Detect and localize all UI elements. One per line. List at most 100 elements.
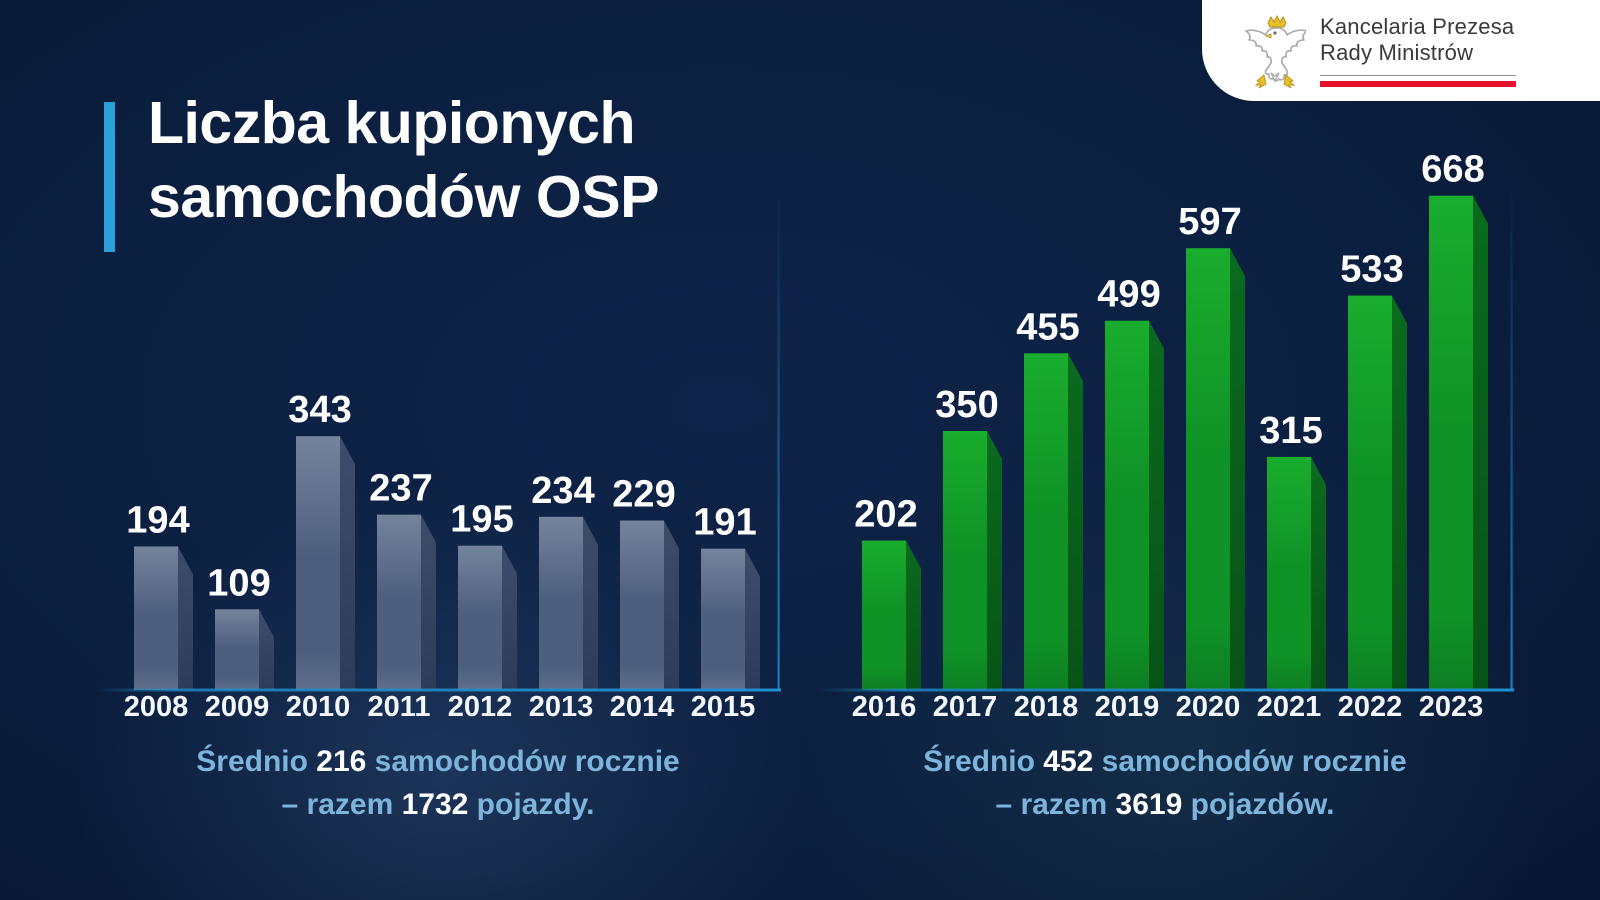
bar-chart-2016-2023: 202 2016 350 2017 455 2018 499 2019 597 2020 315 20…	[818, 149, 1514, 723]
bar-2017: 350 2017	[933, 384, 1002, 723]
logo-card: Kancelaria Prezesa Rady Ministrów	[1202, 0, 1600, 101]
x-axis-year-label: 2016	[852, 691, 917, 723]
bar-value-label: 234	[531, 470, 594, 512]
bar-side-face	[906, 540, 921, 690]
caption-text: – razem	[995, 787, 1116, 821]
caption-average-value: 452	[1043, 745, 1094, 778]
bar-side-face	[664, 520, 679, 690]
x-axis-year-label: 2012	[448, 691, 513, 723]
bar-2008: 194 2008	[124, 499, 193, 723]
bar-front-face	[134, 546, 178, 690]
bar-value-label: 455	[1016, 306, 1079, 348]
x-axis-year-label: 2017	[933, 691, 998, 723]
bar-value-label: 499	[1097, 274, 1160, 316]
bar-2022: 533 2022	[1338, 249, 1407, 723]
bar-front-face	[620, 520, 664, 690]
bar-value-label: 191	[693, 502, 756, 544]
x-axis-line	[96, 688, 781, 692]
caption-text: Średnio	[196, 745, 317, 778]
bar-2018: 455 2018	[1014, 306, 1083, 723]
bar-2020: 597 2020	[1176, 201, 1245, 723]
caption-text: – razem	[281, 787, 402, 821]
caption-average-value: 216	[316, 745, 367, 778]
bar-2015: 191 2015	[691, 502, 760, 723]
logo-red-rule	[1320, 81, 1516, 87]
caption-text: pojazdy.	[468, 787, 595, 821]
caption-total-value: 3619	[1115, 787, 1183, 821]
x-axis-year-label: 2013	[529, 691, 594, 723]
bar-side-face	[1392, 295, 1407, 690]
bar-side-face	[1311, 456, 1326, 690]
bar-side-face	[583, 516, 598, 690]
bar-chart-2008-2015: 194 2008 109 2009 343 2010 237 2011 195 2012 234 20…	[96, 185, 781, 723]
bar-value-label: 533	[1340, 249, 1403, 291]
bar-front-face	[701, 548, 745, 690]
bar-front-face	[1267, 456, 1311, 690]
bar-front-face	[1348, 295, 1392, 690]
x-axis-year-label: 2015	[691, 691, 756, 723]
x-axis-year-label: 2009	[205, 691, 270, 723]
bar-value-label: 195	[450, 499, 513, 541]
bar-side-face	[987, 431, 1002, 690]
bar-front-face	[1186, 248, 1230, 690]
bar-side-face	[259, 609, 274, 690]
bar-value-label: 229	[612, 474, 675, 516]
x-axis-year-label: 2021	[1257, 691, 1322, 723]
x-axis-year-label: 2020	[1176, 691, 1241, 723]
logo-rules	[1320, 75, 1516, 87]
page-title-line1: Liczba kupionych	[148, 90, 636, 156]
x-axis-year-label: 2018	[1014, 691, 1079, 723]
bar-side-face	[1149, 320, 1164, 690]
bar-front-face	[377, 514, 421, 690]
x-axis-year-label: 2019	[1095, 691, 1160, 723]
logo-gray-rule	[1320, 75, 1516, 76]
page-title: Liczba kupionych samochodów OSP	[148, 86, 659, 235]
bar-value-label: 343	[288, 389, 351, 431]
bar-front-face	[539, 516, 583, 690]
bar-front-face	[296, 436, 340, 690]
polish-eagle-icon	[1245, 14, 1306, 88]
bar-2013: 234 2013	[529, 470, 598, 723]
bar-2023: 668 2023	[1419, 149, 1488, 723]
logo-org-line2: Rady Ministrów	[1320, 40, 1474, 65]
x-axis-year-label: 2011	[368, 691, 431, 723]
caption-text: samochodów rocznie	[1093, 745, 1407, 778]
right-axis-line	[1510, 185, 1513, 690]
bar-front-face	[943, 431, 987, 690]
bar-2010: 343 2010	[286, 389, 355, 723]
caption-text: samochodów rocznie	[366, 745, 680, 778]
bar-value-label: 597	[1178, 201, 1241, 243]
left-chart-caption: Średnio 216 samochodów rocznie – razem 1…	[88, 741, 788, 826]
bar-side-face	[340, 436, 355, 690]
logo-org-line1: Kancelaria Prezesa	[1320, 14, 1515, 39]
bar-value-label: 350	[935, 384, 998, 426]
bar-2016: 202 2016	[852, 494, 921, 723]
logo-text: Kancelaria Prezesa Rady Ministrów	[1320, 14, 1516, 87]
right-axis-line	[777, 185, 780, 690]
bar-front-face	[215, 609, 259, 690]
bar-side-face	[1230, 248, 1245, 690]
bar-value-label: 237	[369, 468, 432, 510]
caption-text: Średnio	[923, 745, 1044, 778]
bar-front-face	[1105, 320, 1149, 690]
bar-2021: 315 2021	[1257, 410, 1326, 723]
bar-2012: 195 2012	[448, 499, 517, 723]
bar-value-label: 194	[126, 499, 189, 541]
x-axis-year-label: 2010	[286, 691, 351, 723]
bar-side-face	[502, 545, 517, 690]
bar-value-label: 202	[854, 494, 917, 536]
bar-2009: 109 2009	[205, 562, 274, 723]
bar-2014: 229 2014	[610, 474, 679, 723]
bar-value-label: 109	[207, 562, 270, 604]
bar-front-face	[458, 545, 502, 690]
bar-side-face	[1473, 195, 1488, 690]
bar-value-label: 315	[1259, 410, 1322, 452]
right-chart-caption: Średnio 452 samochodów rocznie – razem 3…	[815, 741, 1515, 826]
x-axis-year-label: 2022	[1338, 691, 1403, 723]
caption-text: pojazdów.	[1182, 787, 1335, 821]
bar-front-face	[1429, 195, 1473, 690]
bar-side-face	[1068, 353, 1083, 690]
bar-side-face	[421, 514, 436, 690]
